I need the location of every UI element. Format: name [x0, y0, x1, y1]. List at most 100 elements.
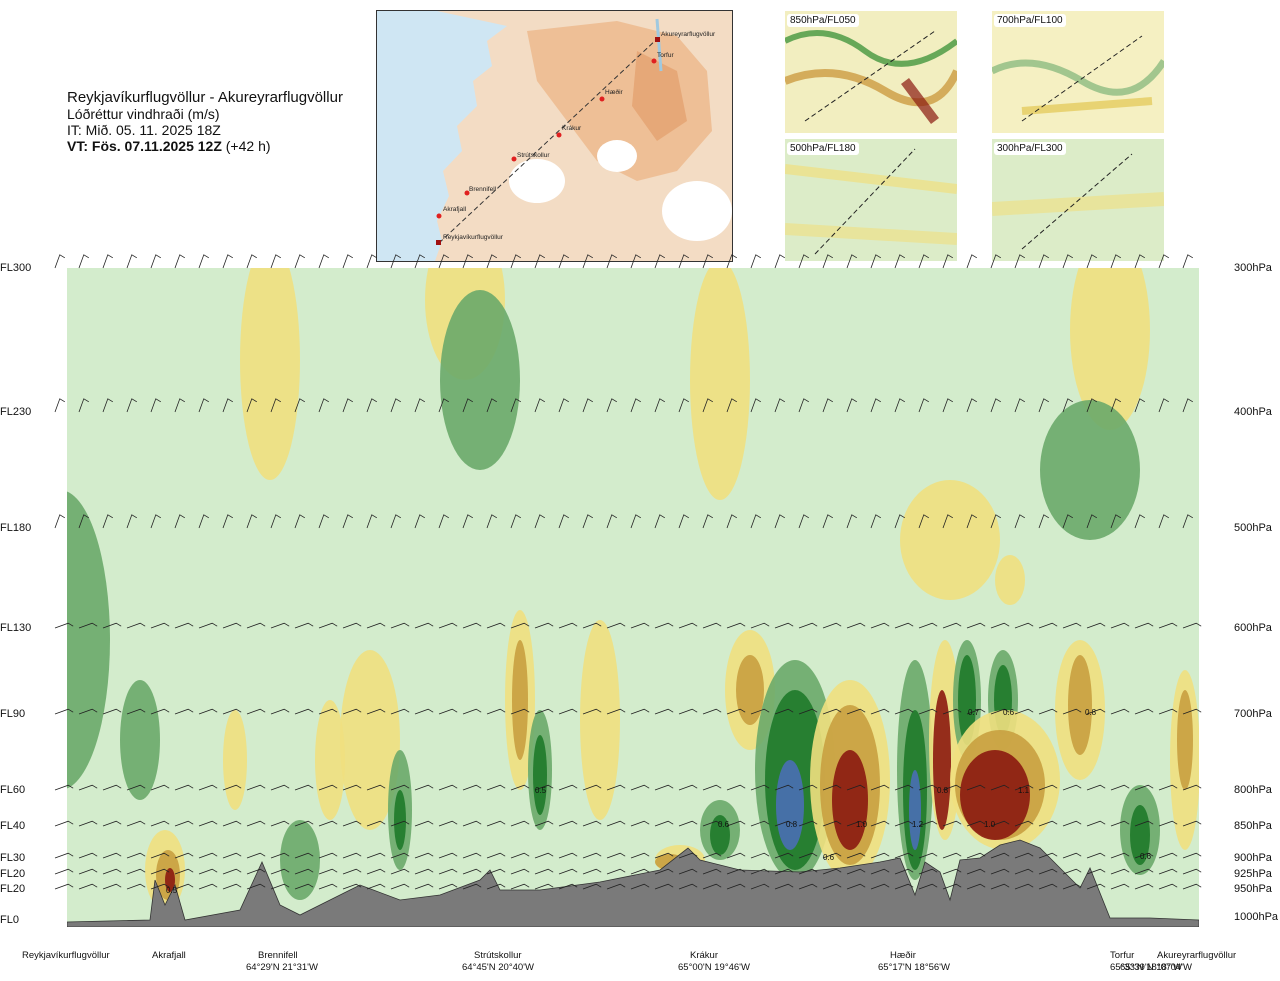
wind-barb	[1062, 868, 1082, 875]
wind-barb	[942, 820, 962, 827]
velocity-contour-region	[1130, 805, 1150, 865]
wind-barb	[198, 254, 210, 269]
contour-value-label: 1.1	[1018, 786, 1030, 795]
wind-barb	[750, 784, 770, 791]
wind-barb	[1086, 254, 1098, 269]
wind-barb	[1014, 398, 1026, 413]
wind-barb	[990, 868, 1010, 875]
chart-title-block: Reykjavíkurflugvöllur - Akureyrarflugvöl…	[67, 90, 343, 155]
wind-barb	[990, 784, 1010, 791]
wind-barb	[582, 883, 602, 890]
wind-barb	[222, 820, 242, 827]
wind-barb	[534, 514, 546, 529]
wind-barb	[486, 883, 506, 890]
wind-barb	[798, 398, 810, 413]
wind-barb	[294, 254, 306, 269]
wind-barb	[630, 514, 642, 529]
wind-barb	[222, 254, 234, 269]
contour-value-label: 0.5	[535, 786, 547, 795]
wind-barb	[822, 868, 842, 875]
wind-barb	[1182, 883, 1202, 890]
wind-barb	[78, 784, 98, 791]
wind-barb	[750, 820, 770, 827]
wind-barb	[894, 784, 914, 791]
wind-barb	[1158, 868, 1178, 875]
wind-barb	[798, 820, 818, 827]
velocity-contour-region	[67, 491, 110, 789]
velocity-contour-region	[394, 790, 406, 850]
wind-barb	[366, 514, 378, 529]
wind-barb	[270, 398, 282, 413]
wind-barb	[1062, 622, 1082, 629]
velocity-contour-region	[995, 555, 1025, 605]
wind-barb	[486, 514, 498, 529]
wind-barb	[822, 708, 842, 715]
wind-barb	[558, 708, 578, 715]
wind-barb	[414, 784, 434, 791]
wind-barb	[774, 708, 794, 715]
wind-barb	[366, 708, 386, 715]
wind-barb	[1134, 254, 1146, 269]
wind-barb	[102, 398, 114, 413]
wind-barb	[654, 820, 674, 827]
wind-barb	[606, 398, 618, 413]
wind-barb	[198, 883, 218, 890]
location-label: Akrafjall	[152, 950, 186, 961]
wind-barb	[342, 820, 362, 827]
location-label: Akureyrarflugvöllur 65°39'N 18°04'W	[1120, 950, 1237, 973]
wind-barb	[558, 622, 578, 629]
velocity-contour-region	[909, 770, 921, 850]
wind-barb	[798, 883, 818, 890]
wind-barb	[558, 820, 578, 827]
wind-barb	[246, 852, 266, 859]
wind-barb	[870, 514, 882, 529]
wind-barb	[726, 254, 738, 269]
flight-level-label: FL300	[0, 262, 32, 274]
pressure-level-label: 850hPa	[1234, 820, 1272, 832]
wind-barb	[270, 254, 282, 269]
wind-barb	[582, 820, 602, 827]
wind-barb	[582, 708, 602, 715]
wind-barb	[222, 514, 234, 529]
map-label-haedir: Hæðir	[605, 88, 624, 96]
wind-barb	[1110, 883, 1130, 890]
velocity-contour-region	[533, 735, 547, 815]
wind-barb	[198, 852, 218, 859]
wind-barb	[390, 868, 410, 875]
wind-barb	[510, 784, 530, 791]
wind-barb	[78, 868, 98, 875]
wind-barb	[606, 254, 618, 269]
wind-barb	[534, 820, 554, 827]
wind-barb	[174, 622, 194, 629]
wind-barb	[774, 398, 786, 413]
pressure-level-label: 925hPa	[1234, 868, 1272, 880]
wind-barb	[822, 398, 834, 413]
wind-barb	[798, 514, 810, 529]
wind-barb	[222, 784, 242, 791]
wind-barb	[822, 883, 842, 890]
wind-barb	[54, 820, 74, 827]
wind-barb	[822, 622, 842, 629]
wind-barb	[654, 708, 674, 715]
wind-barb	[654, 868, 674, 875]
wind-barb	[534, 622, 554, 629]
wind-barb	[270, 883, 290, 890]
flight-level-label: FL20	[0, 883, 26, 895]
wind-barb	[702, 254, 714, 269]
wind-barb	[486, 708, 506, 715]
wind-barb	[414, 708, 434, 715]
wind-barb	[774, 514, 786, 529]
wind-barb	[1038, 883, 1058, 890]
wind-barb	[1038, 820, 1058, 827]
wind-barb	[1086, 883, 1106, 890]
wind-barb	[342, 868, 362, 875]
contour-value-label: 1.0	[856, 820, 868, 829]
wind-barb	[846, 852, 866, 859]
wind-barb	[1182, 708, 1202, 715]
wind-barb	[702, 852, 722, 859]
wind-barb	[1086, 868, 1106, 875]
wind-barb	[846, 784, 866, 791]
wind-barb	[270, 708, 290, 715]
wind-barb	[846, 398, 858, 413]
